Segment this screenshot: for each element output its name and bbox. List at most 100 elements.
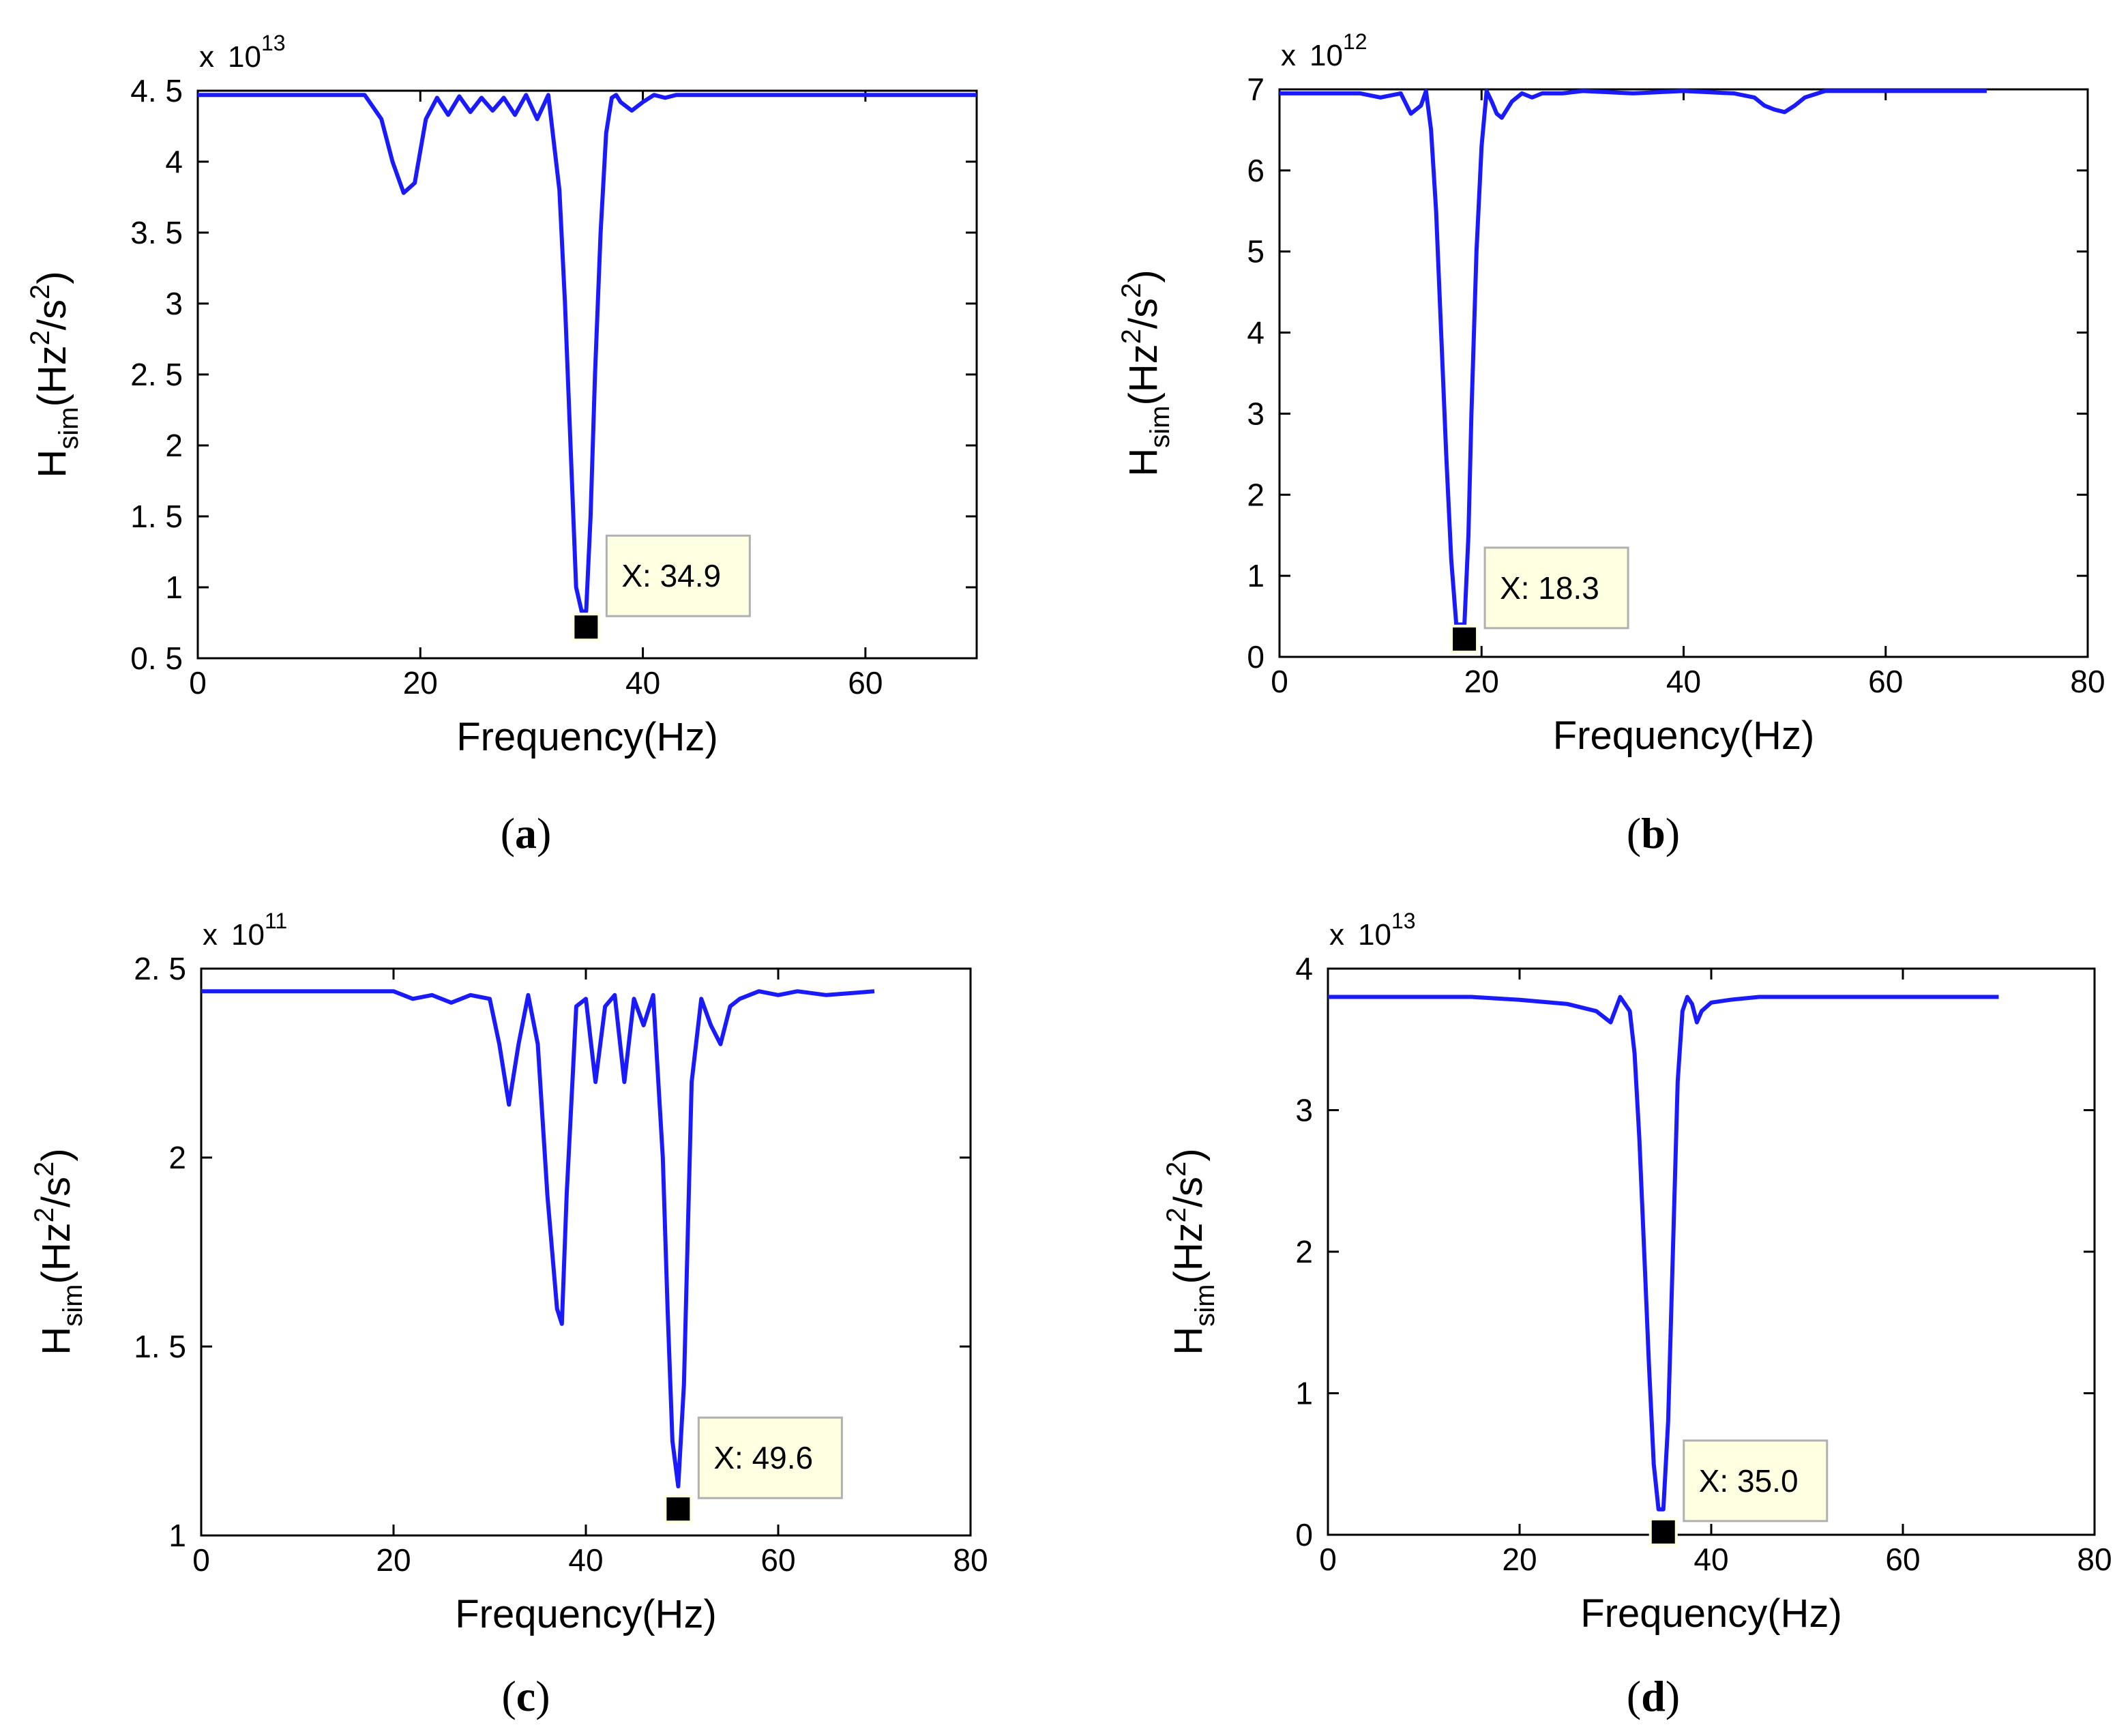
y-multiplier: x 1013	[1329, 909, 1416, 952]
series-line	[201, 989, 875, 1488]
panel-c: 0 20 40 60 80 1 1. 5 2 2. 5 x 1011 Frequency(Hz) Hsi…	[29, 909, 988, 1720]
y-tick-label: 1	[1247, 558, 1264, 593]
y-tick-label: 2	[1295, 1234, 1313, 1269]
y-tick-label: 0. 5	[130, 641, 183, 676]
datatip-label: X: 35.0	[1699, 1463, 1799, 1499]
x-axis-label: Frequency(Hz)	[1553, 713, 1815, 758]
y-tick-label: 5	[1247, 234, 1264, 269]
datatip-marker[interactable]	[664, 1495, 693, 1524]
ylabel-sub: sim	[54, 407, 84, 450]
axes-frame	[200, 967, 972, 1537]
ylabel-unit-close: )	[34, 1148, 78, 1161]
datatip-label: X: 49.6	[713, 1440, 813, 1475]
y-tick-label: 3	[1295, 1093, 1313, 1128]
y-tick-label: 2	[168, 1140, 186, 1175]
svg-text:Hsim(Hz2/s2): Hsim(Hz2/s2)	[25, 271, 84, 477]
caption-close: )	[1666, 1672, 1680, 1720]
ylabel-sup2: 2	[29, 1162, 59, 1177]
x-tick-label: 80	[953, 1542, 988, 1578]
x-tick-label: 80	[2077, 1542, 2112, 1577]
caption-open: (	[501, 1672, 516, 1720]
ylabel-sup2: 2	[1162, 1162, 1192, 1177]
x-tick-label: 20	[376, 1542, 411, 1578]
x-tick-label: 40	[625, 665, 660, 701]
x-tick-label: 0	[189, 665, 207, 701]
ylabel-sup1: 2	[1116, 329, 1147, 344]
y-tick-label: 6	[1247, 153, 1264, 188]
ylabel-unit-mid: /s	[1166, 1177, 1211, 1207]
svg-text:Hsim(Hz2/s2): Hsim(Hz2/s2)	[1162, 1148, 1220, 1355]
caption-open: (	[501, 809, 515, 857]
panel-caption: (c)	[501, 1672, 550, 1720]
series-line	[198, 93, 977, 614]
ylabel-sup2: 2	[1116, 283, 1147, 298]
y-tick-label: 2. 5	[130, 357, 183, 392]
caption-letter: c	[516, 1672, 535, 1720]
datatip-label: X: 34.9	[621, 558, 721, 593]
x-tick-label: 0	[1319, 1542, 1337, 1577]
x-tick-label: 20	[1464, 664, 1499, 699]
ylabel-sup1: 2	[1162, 1207, 1192, 1222]
y-tick-label: 2	[1247, 477, 1264, 512]
datatip-box	[1483, 546, 1629, 630]
datatip-box	[697, 1416, 843, 1499]
multiplier-base: 10	[1358, 918, 1391, 952]
svg-text:Hsim(Hz2/s2): Hsim(Hz2/s2)	[1116, 269, 1175, 476]
y-tick-label: 1. 5	[130, 499, 183, 534]
y-multiplier: x 1013	[199, 31, 286, 74]
x-tick-label: 60	[1868, 664, 1903, 699]
y-multiplier: x 1011	[203, 909, 287, 952]
multiplier-prefix: x	[199, 40, 214, 74]
y-tick-label: 3	[1247, 396, 1264, 431]
ylabel-unit-close: )	[1166, 1148, 1211, 1161]
multiplier-exponent: 12	[1343, 29, 1367, 54]
y-tick-label: 3. 5	[130, 215, 183, 250]
x-tick-label: 60	[848, 665, 883, 701]
y-tick-label: 0	[1247, 639, 1264, 675]
ylabel-unit-mid: /s	[1121, 298, 1166, 329]
caption-letter: d	[1641, 1672, 1666, 1720]
ylabel-unit-open: (Hz	[34, 1222, 78, 1284]
x-axis-label: Frequency(Hz)	[1580, 1591, 1842, 1636]
ylabel-unit-close: )	[30, 271, 74, 284]
ylabel-sub: sim	[1145, 406, 1175, 448]
series-line	[1328, 995, 1999, 1512]
caption-letter: a	[515, 809, 537, 857]
datatip-marker[interactable]	[1648, 1517, 1678, 1546]
y-tick-label: 4. 5	[130, 73, 183, 108]
datatip-marker[interactable]	[1450, 624, 1479, 653]
x-tick-label: 80	[2070, 664, 2105, 699]
y-tick-label: 2. 5	[134, 951, 186, 986]
multiplier-exponent: 13	[1391, 909, 1416, 933]
ylabel-unit-open: (Hz	[1166, 1222, 1211, 1284]
multiplier-prefix: x	[1281, 39, 1296, 72]
series-line	[1280, 89, 1987, 627]
datatip-marker[interactable]	[572, 613, 601, 642]
multiplier-prefix: x	[1329, 918, 1344, 952]
ylabel-main: H	[30, 450, 74, 478]
x-tick-label: 40	[568, 1542, 603, 1578]
y-tick-label: 1	[165, 570, 183, 605]
ylabel-main: H	[1121, 448, 1166, 477]
ylabel-unit-close: )	[1121, 269, 1166, 282]
y-axis-label: Hsim(Hz2/s2)	[1162, 1148, 1220, 1355]
ylabel-main: H	[34, 1327, 78, 1355]
caption-close: )	[1666, 809, 1680, 857]
datatip-label: X: 18.3	[1500, 570, 1599, 606]
ylabel-unit-open: (Hz	[1121, 344, 1166, 405]
y-tick-label: 4	[1295, 951, 1313, 986]
y-axis-label: Hsim(Hz2/s2)	[25, 271, 84, 477]
ylabel-sup1: 2	[25, 330, 55, 345]
y-tick-label: 3	[165, 286, 183, 321]
axes-frame	[1278, 88, 2089, 658]
ylabel-unit-mid: /s	[30, 299, 74, 330]
x-axis-label: Frequency(Hz)	[456, 715, 718, 759]
caption-close: )	[535, 1672, 550, 1720]
ylabel-unit-mid: /s	[34, 1177, 78, 1207]
x-tick-label: 40	[1666, 664, 1701, 699]
y-tick-label: 0	[1295, 1517, 1313, 1553]
x-tick-label: 60	[1885, 1542, 1920, 1577]
x-tick-label: 20	[1502, 1542, 1537, 1577]
